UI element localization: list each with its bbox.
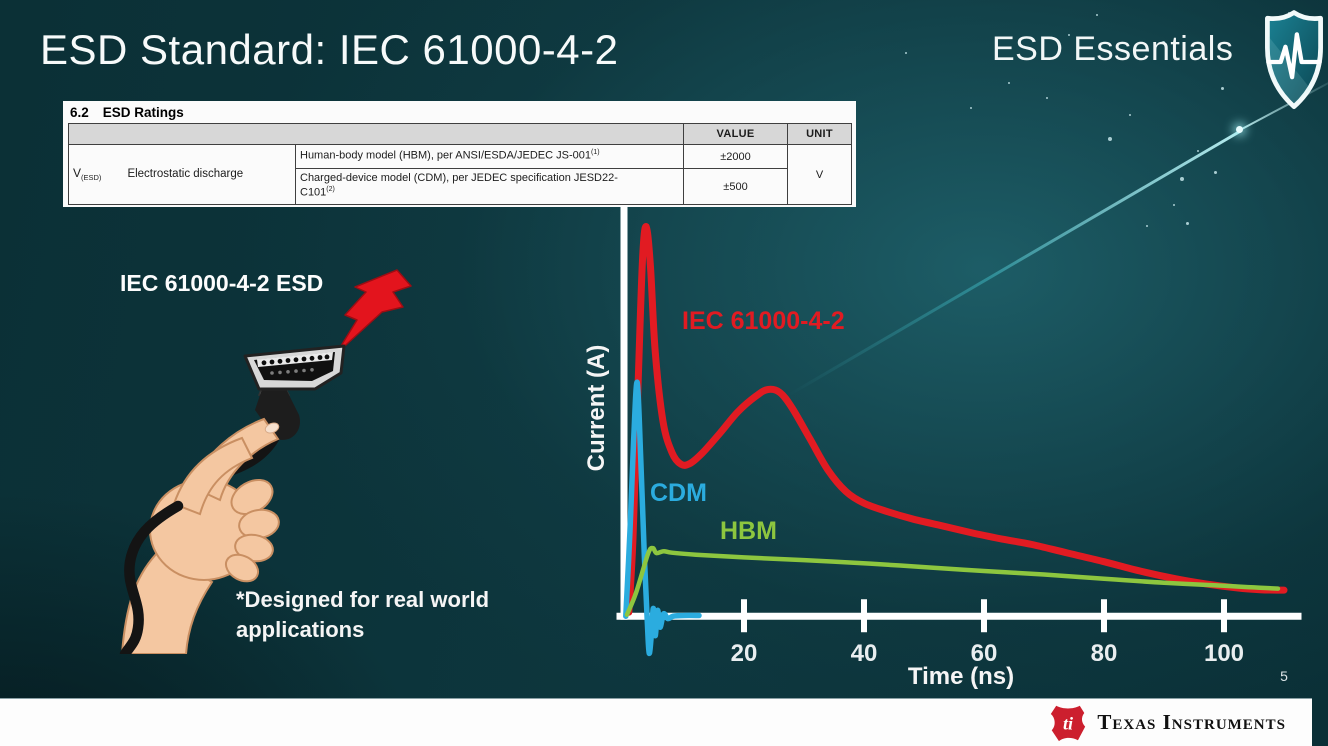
header-unit: UNIT [787, 123, 852, 145]
texas-instruments-logo-icon: ti [1051, 705, 1086, 741]
unit-cell: V [787, 144, 852, 205]
cdm-description: Charged-device model (CDM), per JEDEC sp… [300, 172, 618, 199]
footer-bar: ti Texas Instruments [0, 698, 1312, 746]
cdm-description-cell: Charged-device model (CDM), per JEDEC sp… [295, 168, 684, 205]
series-title: ESD Essentials [992, 30, 1234, 68]
parameter-cell: V(ESD) Electrostatic discharge [68, 144, 296, 205]
texas-instruments-wordmark: Texas Instruments [1097, 710, 1286, 734]
page-number: 5 [1280, 668, 1288, 684]
svg-text:100: 100 [1204, 640, 1244, 667]
hbm-description-cell: Human-body model (HBM), per ANSI/ESDA/JE… [295, 144, 684, 169]
esd-shield-icon [1256, 6, 1328, 121]
hand-holding-hdmi-connector-illustration: IEC 61000-4-2 ESD [112, 262, 442, 660]
hbm-curve-label: HBM [720, 517, 777, 545]
header-value: VALUE [683, 123, 788, 145]
svg-text:80: 80 [1091, 640, 1118, 667]
comet-head-glow [1236, 126, 1243, 133]
x-axis-label: Time (ns) [907, 663, 1015, 690]
table-row: Charged-device model (CDM), per JEDEC sp… [69, 168, 852, 205]
svg-text:40: 40 [851, 640, 878, 667]
param-symbol-subscript: (ESD) [81, 173, 102, 183]
cdm-curve-label: CDM [650, 479, 707, 507]
table-section-heading: 6.2 ESD Ratings [68, 104, 851, 123]
y-axis-label: Current (A) [583, 344, 610, 472]
svg-text:ti: ti [1063, 713, 1073, 733]
esd-waveform-chart: Current (A) 20 40 60 80 100 Time (ns) IEC 61… [583, 203, 1308, 700]
hbm-footnote-ref: (1) [591, 149, 600, 157]
esd-waveform-plot: 20 40 60 80 100 [616, 205, 1302, 667]
table-header-row: VALUE UNIT [68, 123, 852, 145]
svg-text:60: 60 [971, 640, 998, 667]
section-number: 6.2 [70, 105, 89, 120]
esd-ratings-panel: 6.2 ESD Ratings VALUE UNIT V(ESD) Electro… [63, 101, 856, 207]
illustration-label: IEC 61000-4-2 ESD [120, 270, 324, 296]
slide-footnote: *Designed for real world applications [236, 587, 490, 642]
cdm-value-cell: ±500 [683, 168, 788, 205]
hbm-description: Human-body model (HBM), per ANSI/ESDA/JE… [300, 149, 591, 162]
table-row: V(ESD) Electrostatic discharge Human-body… [68, 144, 852, 205]
param-symbol: V [73, 166, 82, 181]
svg-text:20: 20 [731, 640, 758, 667]
section-title: ESD Ratings [102, 105, 184, 120]
hbm-value-cell: ±2000 [683, 144, 788, 169]
cdm-footnote-ref: (2) [326, 186, 335, 194]
hand-connector-graphic [119, 269, 412, 660]
lightning-bolt-icon [335, 269, 412, 355]
param-name: Electrostatic discharge [127, 168, 244, 181]
slide-title: ESD Standard: IEC 61000-4-2 [40, 26, 619, 73]
iec-curve-label: IEC 61000-4-2 [682, 307, 845, 335]
header-empty-cell [68, 123, 684, 145]
esd-ratings-table: VALUE UNIT V(ESD) Electrostatic discharge… [68, 123, 852, 205]
